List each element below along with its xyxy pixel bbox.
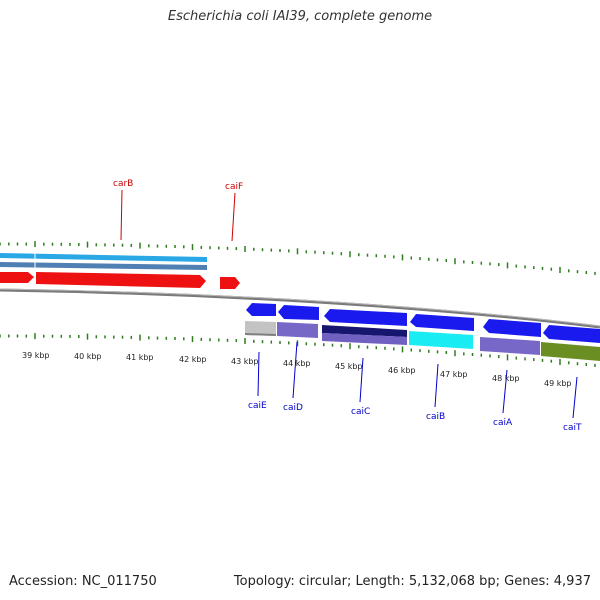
genome-backbone-highlight (0, 288, 600, 327)
caiB-feature-band (409, 331, 473, 349)
gene-label-caiC: caiC (351, 357, 370, 417)
caiA-cds-arrow (483, 319, 541, 337)
gene-label-text: carB (113, 179, 133, 189)
caiF-cds-arrow (220, 277, 240, 289)
scale-label: 43 kbp (231, 357, 259, 366)
scale-labels: 39 kbp 40 kbp 41 kbp 42 kbp 43 kbp 44 kb… (22, 351, 572, 388)
gene-label-caiD: caiD (283, 341, 303, 413)
gene-label-caiF: caiF (225, 182, 243, 242)
forward-feature-band-light (0, 253, 207, 262)
upper-tick-row (0, 241, 596, 275)
scale-label: 44 kbp (283, 359, 311, 368)
caiD-cds-arrow (278, 305, 319, 320)
caiD-feature-band (277, 322, 318, 338)
caiT-feature-band (541, 342, 600, 361)
scale-label: 46 kbp (388, 366, 416, 375)
gene-label-caiE: caiE (248, 351, 267, 411)
map-title: Escherichia coli IAI39, complete genome (167, 9, 433, 24)
gene-label-text: caiA (493, 418, 513, 428)
caiA-feature-band (480, 337, 540, 355)
gene-label-caiA: caiA (493, 369, 513, 428)
forward-cds-arrow (0, 272, 34, 283)
genome-summary-text: Topology: circular; Length: 5,132,068 bp… (233, 574, 591, 589)
caiE-feature-band (245, 321, 276, 336)
caiE-feature-band-edge (245, 333, 276, 336)
gene-label-caiB: caiB (426, 363, 445, 422)
caiT-cds-arrow (543, 325, 600, 343)
gene-label-carB: carB (113, 179, 133, 241)
gene-label-text: caiF (225, 182, 243, 192)
gene-label-text: caiD (283, 403, 303, 413)
caiE-cds-arrow (246, 303, 276, 316)
lower-tick-row (0, 333, 596, 367)
scale-label: 48 kbp (492, 374, 520, 383)
genome-backbone (0, 288, 600, 329)
scale-label: 49 kbp (544, 379, 572, 388)
carB-cds-arrow (36, 272, 206, 288)
caiB-cds-arrow (410, 314, 474, 331)
caiC-cds-arrow (324, 309, 407, 326)
gene-label-text: caiT (563, 423, 582, 433)
scale-label: 39 kbp (22, 351, 50, 360)
gene-label-caiT: caiT (563, 376, 582, 433)
scale-label: 47 kbp (440, 370, 468, 379)
gene-label-text: caiE (248, 401, 267, 411)
gene-label-text: caiB (426, 412, 445, 422)
caiC-feature-band-light (322, 333, 407, 345)
scale-label: 40 kbp (74, 352, 102, 361)
accession-text: Accession: NC_011750 (9, 574, 157, 589)
forward-feature-band-dark (0, 262, 207, 270)
scale-label: 41 kbp (126, 353, 154, 362)
gene-label-text: caiC (351, 407, 370, 417)
scale-label: 45 kbp (335, 362, 363, 371)
scale-label: 42 kbp (179, 355, 207, 364)
